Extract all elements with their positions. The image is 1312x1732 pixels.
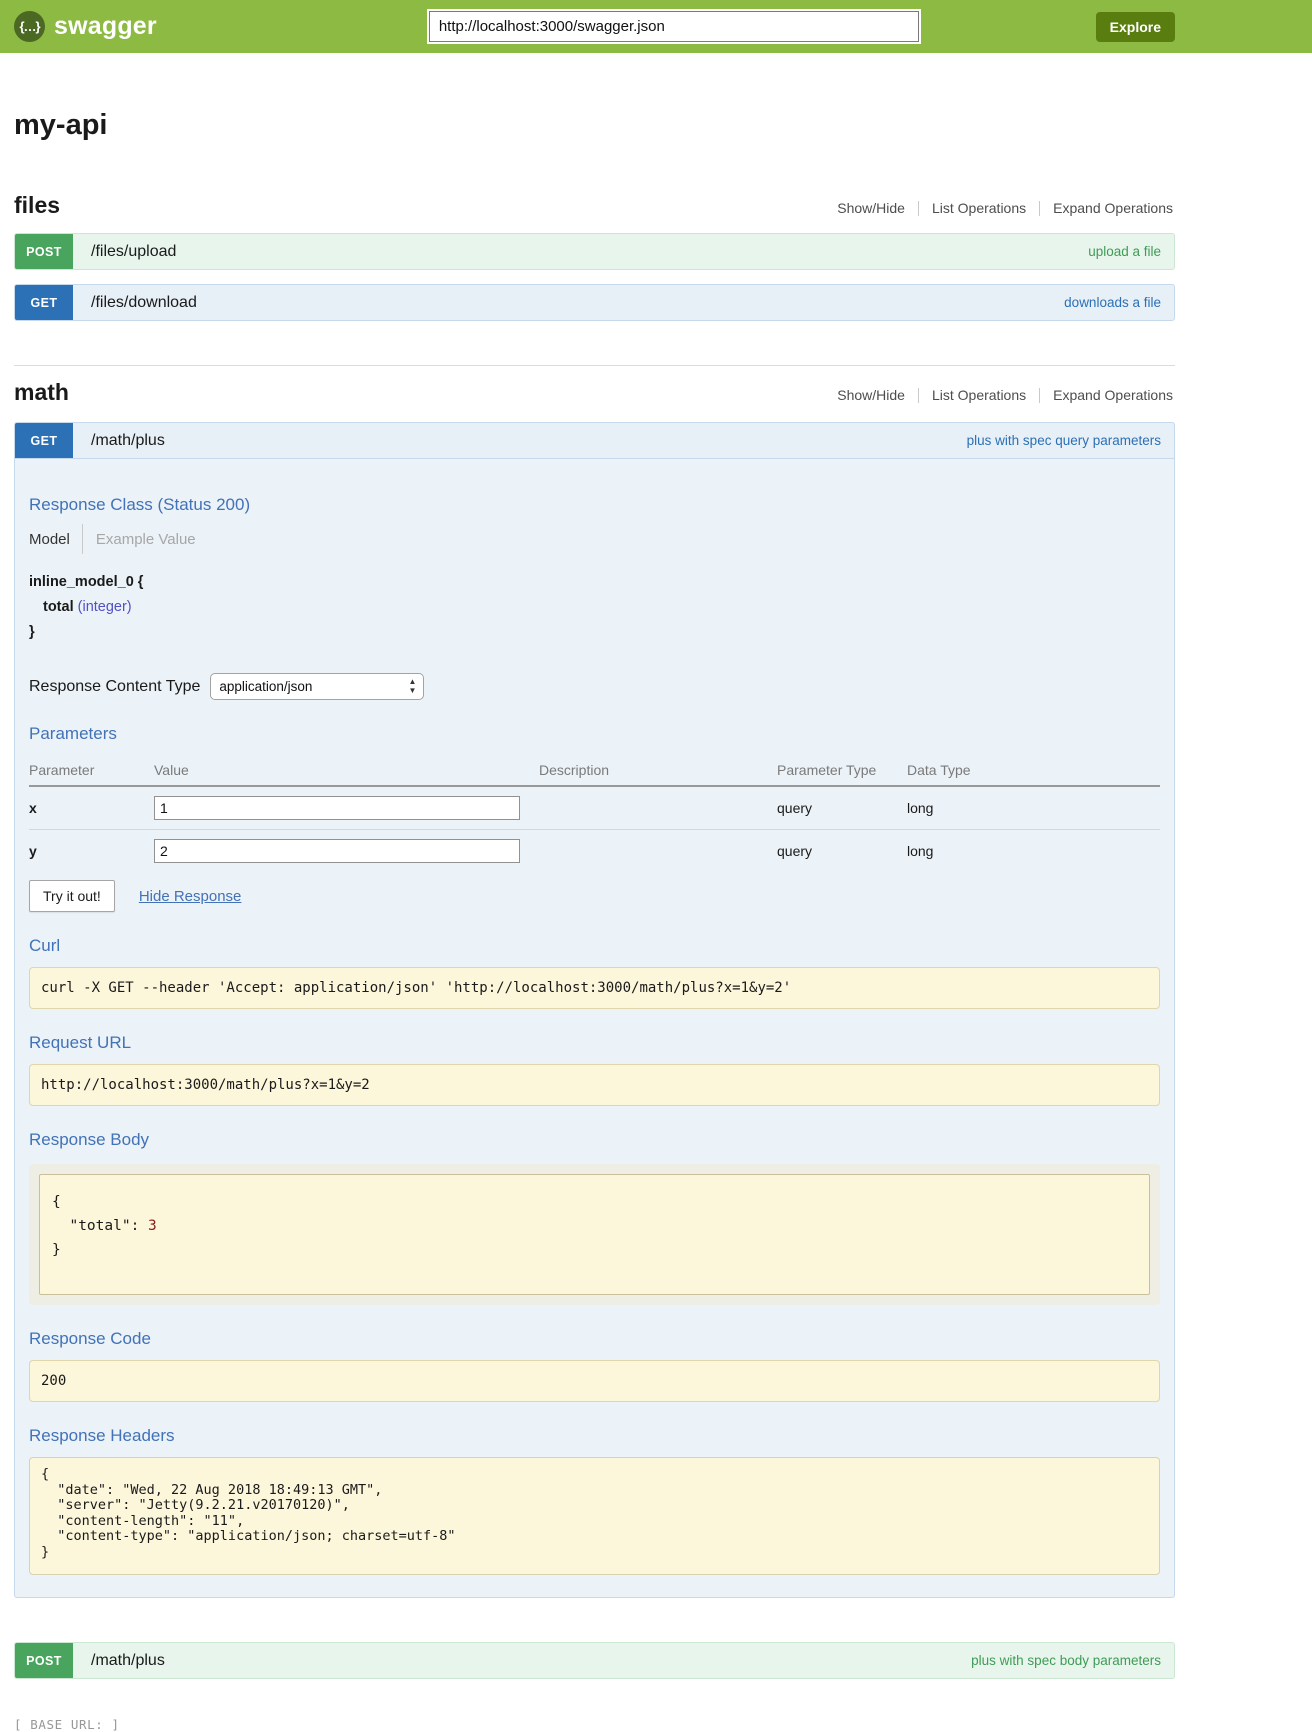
response-code-value: 200 bbox=[29, 1360, 1160, 1402]
parameter-y-input[interactable] bbox=[154, 839, 520, 863]
parameter-data-type: long bbox=[907, 843, 934, 859]
endpoint-summary-files-upload[interactable]: upload a file bbox=[1088, 244, 1161, 259]
response-body-json: { "total": 3 } bbox=[39, 1174, 1150, 1295]
files-section-title[interactable]: files bbox=[14, 192, 61, 218]
operation-panel-get-math-plus: Response Class (Status 200) Model Exampl… bbox=[14, 459, 1175, 1598]
parameter-type: query bbox=[777, 843, 813, 859]
math-section-header: math Show/Hide List Operations Expand Op… bbox=[14, 379, 1175, 406]
endpoint-path-math-plus-post[interactable]: /math/plus bbox=[91, 1651, 165, 1669]
endpoint-path-files-download[interactable]: /files/download bbox=[91, 293, 197, 311]
swagger-logo-icon: {…} bbox=[14, 11, 45, 42]
files-section-header: files Show/Hide List Operations Expand O… bbox=[14, 192, 1175, 219]
spec-url-input[interactable] bbox=[426, 9, 921, 44]
model-property-type: (integer) bbox=[77, 599, 132, 615]
endpoint-row-post-math-plus[interactable]: POST /math/plus plus with spec body para… bbox=[14, 1642, 1175, 1679]
parameter-row-y: y query long bbox=[29, 830, 1160, 873]
parameter-name: x bbox=[29, 786, 154, 830]
model-close-brace: } bbox=[29, 624, 35, 640]
endpoint-summary-files-download[interactable]: downloads a file bbox=[1064, 295, 1161, 310]
response-content-type-value: application/json bbox=[219, 679, 313, 694]
hide-response-link[interactable]: Hide Response bbox=[138, 887, 242, 905]
response-class-heading: Response Class (Status 200) bbox=[29, 495, 251, 514]
model-property-name: total bbox=[43, 599, 78, 615]
select-arrows-icon: ▲ ▼ bbox=[408, 677, 417, 695]
column-header-description: Description bbox=[539, 758, 777, 787]
endpoint-row-get-math-plus[interactable]: GET /math/plus plus with spec query para… bbox=[14, 422, 1175, 459]
response-headers-heading: Response Headers bbox=[29, 1426, 175, 1445]
divider bbox=[917, 200, 919, 216]
get-method-badge: GET bbox=[15, 285, 73, 320]
response-content-type-label: Response Content Type bbox=[29, 677, 201, 695]
curl-heading: Curl bbox=[29, 936, 61, 955]
divider bbox=[917, 387, 919, 403]
get-method-badge: GET bbox=[15, 423, 73, 458]
explore-button[interactable]: Explore bbox=[1095, 11, 1175, 42]
response-body-container: { "total": 3 } bbox=[29, 1164, 1160, 1305]
request-url-heading: Request URL bbox=[29, 1033, 132, 1052]
parameters-table: Parameter Value Description Parameter Ty… bbox=[29, 758, 1160, 872]
endpoint-row-post-files-upload[interactable]: POST /files/upload upload a file bbox=[14, 233, 1175, 270]
divider bbox=[1039, 200, 1041, 216]
brand-name: swagger bbox=[54, 12, 157, 40]
response-code-heading: Response Code bbox=[29, 1329, 151, 1348]
tab-model[interactable]: Model bbox=[29, 530, 70, 548]
endpoint-summary-math-plus-post[interactable]: plus with spec body parameters bbox=[971, 1653, 1161, 1668]
parameter-description bbox=[539, 786, 777, 830]
section-divider bbox=[14, 365, 1175, 366]
json-number-value: 3 bbox=[148, 1218, 157, 1234]
endpoint-path-math-plus-get[interactable]: /math/plus bbox=[91, 431, 165, 449]
swagger-logo[interactable]: {…} swagger bbox=[14, 11, 157, 42]
column-header-value: Value bbox=[154, 758, 539, 787]
response-content-type-select[interactable]: application/json ▲ ▼ bbox=[210, 673, 425, 700]
model-open-brace: inline_model_0 { bbox=[29, 574, 144, 590]
math-list-operations-link[interactable]: List Operations bbox=[931, 387, 1027, 403]
math-show-hide-link[interactable]: Show/Hide bbox=[837, 387, 905, 403]
divider bbox=[1039, 387, 1041, 403]
parameter-data-type: long bbox=[907, 786, 1160, 830]
column-header-parameter-type: Parameter Type bbox=[777, 758, 907, 787]
page-title: my-api bbox=[14, 109, 108, 141]
model-tabs: Model Example Value bbox=[29, 524, 1160, 554]
endpoint-path-files-upload[interactable]: /files/upload bbox=[91, 242, 177, 260]
post-method-badge: POST bbox=[15, 234, 73, 269]
parameter-description bbox=[539, 830, 777, 873]
parameter-row-x: x query long bbox=[29, 786, 1160, 830]
tab-example-value[interactable]: Example Value bbox=[95, 530, 196, 548]
column-header-parameter: Parameter bbox=[29, 758, 154, 787]
try-it-out-button[interactable]: Try it out! bbox=[29, 880, 115, 912]
request-url-value: http://localhost:3000/math/plus?x=1&y=2 bbox=[29, 1064, 1160, 1106]
model-signature: inline_model_0 { total (integer) } bbox=[29, 570, 1160, 645]
response-headers-json: { "date": "Wed, 22 Aug 2018 18:49:13 GMT… bbox=[29, 1457, 1160, 1575]
endpoint-row-get-files-download[interactable]: GET /files/download downloads a file bbox=[14, 284, 1175, 321]
base-url-footer: [ BASE URL: ] bbox=[14, 1717, 120, 1732]
parameter-x-input[interactable] bbox=[154, 796, 520, 820]
response-body-heading: Response Body bbox=[29, 1130, 150, 1149]
parameter-type: query bbox=[777, 786, 907, 830]
math-expand-operations-link[interactable]: Expand Operations bbox=[1053, 387, 1173, 403]
parameter-name: y bbox=[29, 843, 37, 859]
divider bbox=[81, 524, 83, 554]
files-expand-operations-link[interactable]: Expand Operations bbox=[1053, 200, 1173, 216]
parameters-heading: Parameters bbox=[29, 724, 117, 743]
header-bar: {…} swagger Explore bbox=[0, 0, 1312, 53]
files-show-hide-link[interactable]: Show/Hide bbox=[837, 200, 905, 216]
column-header-data-type: Data Type bbox=[907, 758, 1160, 787]
curl-command: curl -X GET --header 'Accept: applicatio… bbox=[29, 967, 1160, 1009]
math-section-title[interactable]: math bbox=[14, 379, 69, 405]
post-method-badge: POST bbox=[15, 1643, 73, 1678]
files-list-operations-link[interactable]: List Operations bbox=[931, 200, 1027, 216]
endpoint-summary-math-plus-get[interactable]: plus with spec query parameters bbox=[966, 433, 1161, 448]
